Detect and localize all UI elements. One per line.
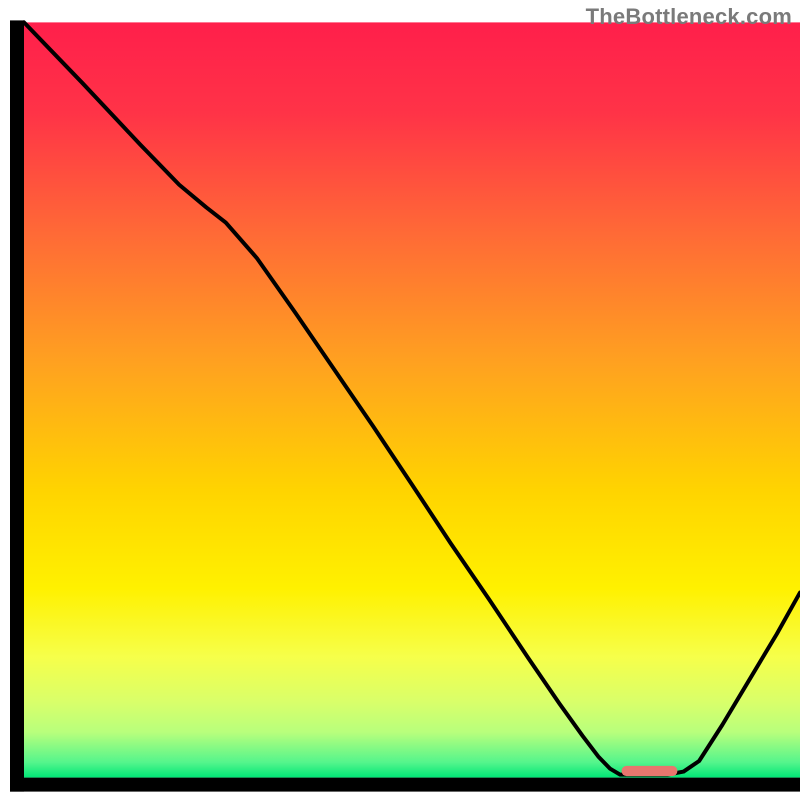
chart-container: TheBottleneck.com bbox=[0, 0, 800, 800]
optimum-range-bar bbox=[622, 766, 678, 776]
x-axis-line bbox=[10, 778, 800, 792]
y-axis-line bbox=[10, 20, 24, 791]
bottleneck-chart bbox=[0, 0, 800, 800]
watermark-text: TheBottleneck.com bbox=[586, 4, 792, 30]
plot-background bbox=[24, 22, 800, 777]
